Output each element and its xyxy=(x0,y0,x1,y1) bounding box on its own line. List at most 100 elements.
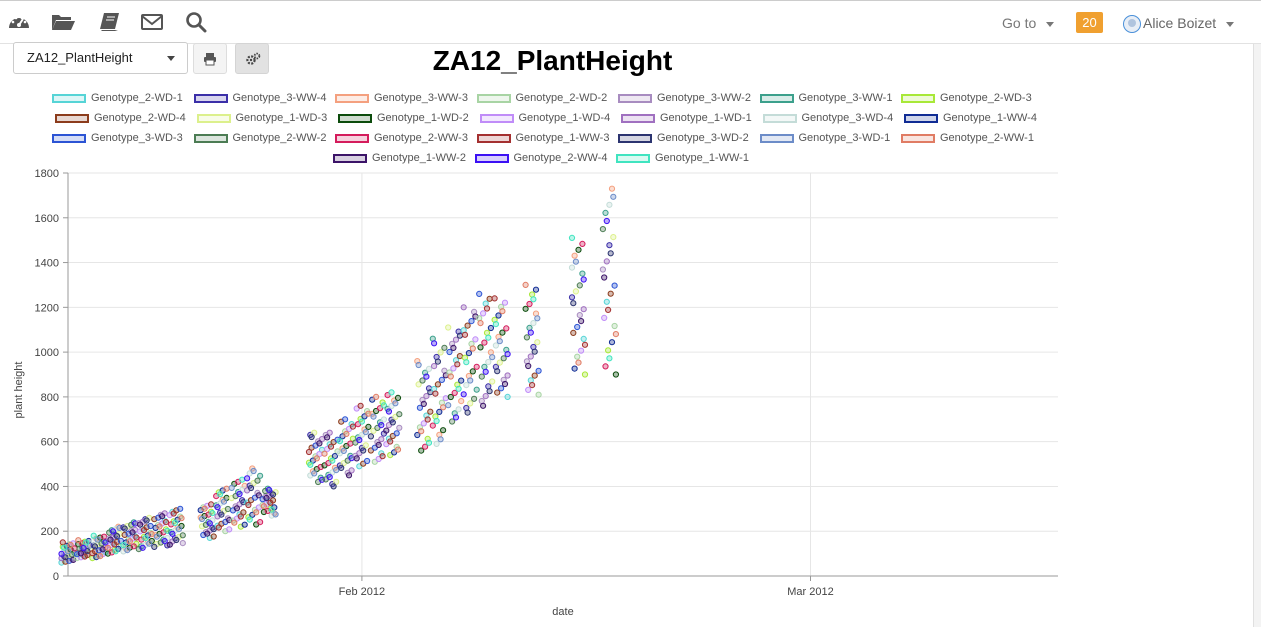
data-point[interactable] xyxy=(170,510,177,517)
data-point[interactable] xyxy=(178,515,185,522)
data-point[interactable] xyxy=(423,373,430,380)
data-point[interactable] xyxy=(67,541,74,549)
legend-item[interactable]: Genotype_2-WW-2 xyxy=(193,132,326,146)
legend-item[interactable]: Genotype_2-WW-3 xyxy=(335,132,468,146)
data-point[interactable] xyxy=(247,484,255,492)
data-point[interactable] xyxy=(530,320,537,327)
data-point[interactable] xyxy=(305,448,313,456)
data-point[interactable] xyxy=(434,358,441,365)
data-point[interactable] xyxy=(166,541,173,548)
data-point[interactable] xyxy=(255,492,262,499)
data-point[interactable] xyxy=(498,385,505,392)
data-point[interactable] xyxy=(525,362,532,370)
data-point[interactable] xyxy=(576,312,583,319)
data-point[interactable] xyxy=(224,505,231,513)
data-point[interactable] xyxy=(340,447,347,454)
data-point[interactable] xyxy=(436,408,443,415)
data-point[interactable] xyxy=(610,193,617,200)
data-point[interactable] xyxy=(137,521,144,528)
data-point[interactable] xyxy=(534,339,541,346)
data-point[interactable] xyxy=(454,361,461,368)
data-point[interactable] xyxy=(236,490,243,498)
data-point[interactable] xyxy=(442,395,449,402)
data-point[interactable] xyxy=(527,329,534,336)
data-point[interactable] xyxy=(260,503,267,510)
data-point[interactable] xyxy=(568,234,576,242)
data-point[interactable] xyxy=(568,294,576,301)
data-point[interactable] xyxy=(572,288,580,295)
data-point[interactable] xyxy=(468,318,475,325)
data-point[interactable] xyxy=(612,331,620,338)
search-icon[interactable] xyxy=(184,11,208,33)
data-point[interactable] xyxy=(434,381,441,388)
data-point[interactable] xyxy=(414,431,421,439)
data-point[interactable] xyxy=(357,402,364,409)
data-point[interactable] xyxy=(492,321,499,328)
data-point[interactable] xyxy=(481,363,488,370)
data-point[interactable] xyxy=(97,553,104,560)
data-point[interactable] xyxy=(469,368,476,375)
data-point[interactable] xyxy=(218,511,225,518)
data-point[interactable] xyxy=(485,334,492,341)
data-point[interactable] xyxy=(496,338,503,345)
legend-item[interactable]: Genotype_1-WD-2 xyxy=(338,112,469,126)
data-point[interactable] xyxy=(608,185,616,192)
data-point[interactable] xyxy=(480,310,487,317)
data-point[interactable] xyxy=(601,274,608,281)
data-point[interactable] xyxy=(606,355,613,362)
data-point[interactable] xyxy=(89,550,96,557)
data-point[interactable] xyxy=(326,474,333,481)
data-point[interactable] xyxy=(578,318,585,325)
data-point[interactable] xyxy=(389,419,396,426)
data-point[interactable] xyxy=(568,264,576,271)
data-point[interactable] xyxy=(333,467,340,474)
data-point[interactable] xyxy=(316,440,323,447)
data-point[interactable] xyxy=(503,325,510,332)
data-point[interactable] xyxy=(534,315,541,322)
data-point[interactable] xyxy=(499,329,506,336)
data-point[interactable] xyxy=(447,373,454,380)
goto-dropdown[interactable]: Go to xyxy=(1002,15,1055,31)
data-point[interactable] xyxy=(267,499,274,506)
data-point[interactable] xyxy=(522,305,529,312)
data-point[interactable] xyxy=(471,395,478,402)
data-point[interactable] xyxy=(446,348,453,356)
data-point[interactable] xyxy=(385,408,392,415)
data-point[interactable] xyxy=(483,329,491,336)
data-point[interactable] xyxy=(437,436,444,443)
data-point[interactable] xyxy=(535,391,542,398)
data-point[interactable] xyxy=(526,300,533,308)
data-point[interactable] xyxy=(378,422,385,429)
data-point[interactable] xyxy=(239,476,246,483)
data-point[interactable] xyxy=(422,443,429,450)
data-point[interactable] xyxy=(460,391,467,398)
legend-item[interactable]: Genotype_1-WD-1 xyxy=(621,112,752,126)
data-point[interactable] xyxy=(379,453,386,460)
data-point[interactable] xyxy=(388,389,395,396)
data-point[interactable] xyxy=(198,515,206,523)
data-point[interactable] xyxy=(496,359,503,366)
data-point[interactable] xyxy=(64,548,72,555)
data-point[interactable] xyxy=(311,429,318,436)
data-point[interactable] xyxy=(142,535,149,542)
data-point[interactable] xyxy=(416,404,423,411)
data-point[interactable] xyxy=(429,422,436,429)
data-point[interactable] xyxy=(133,534,140,541)
data-point[interactable] xyxy=(58,550,65,557)
data-point[interactable] xyxy=(214,504,221,511)
legend-item[interactable]: Genotype_1-WW-4 xyxy=(904,112,1037,126)
data-point[interactable] xyxy=(531,348,538,355)
data-point[interactable] xyxy=(175,526,182,533)
data-point[interactable] xyxy=(140,527,148,534)
data-point[interactable] xyxy=(156,523,163,530)
data-point[interactable] xyxy=(387,438,394,445)
data-point[interactable] xyxy=(308,433,315,441)
data-point[interactable] xyxy=(445,324,452,331)
data-point[interactable] xyxy=(605,306,612,313)
data-point[interactable] xyxy=(161,538,168,545)
data-point[interactable] xyxy=(120,541,127,549)
data-point[interactable] xyxy=(449,418,456,425)
data-point[interactable] xyxy=(210,533,217,540)
data-point[interactable] xyxy=(492,342,499,349)
legend-item[interactable]: Genotype_2-WD-4 xyxy=(55,112,186,126)
